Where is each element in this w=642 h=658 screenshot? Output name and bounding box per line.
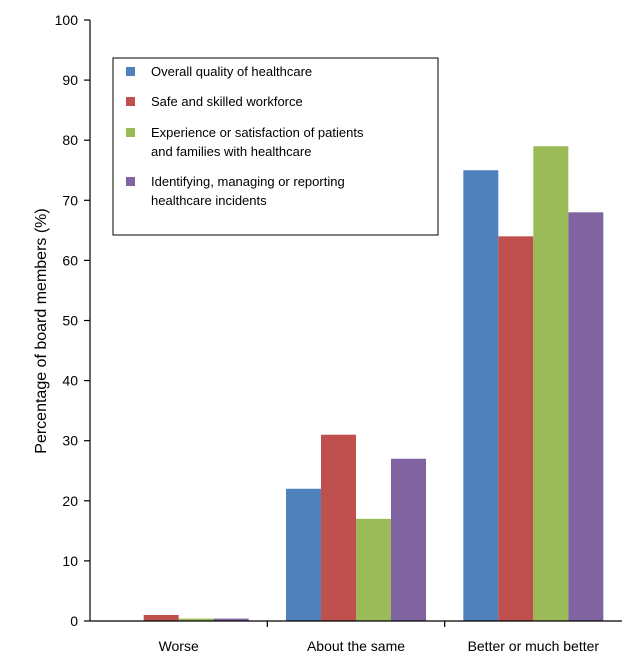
bar (391, 458, 426, 621)
bar (498, 236, 534, 622)
x-category-label: About the same (307, 638, 405, 654)
y-tick-label: 60 (62, 252, 78, 268)
legend-entry: Experience or satisfaction of patients an… (151, 125, 364, 159)
y-tick-label: 80 (62, 132, 78, 148)
bar (143, 614, 179, 621)
legend-entry: Identifying, managing or reporting health… (151, 174, 345, 208)
y-tick-label: 50 (62, 313, 78, 329)
legend-entry: Overall quality of healthcare (151, 64, 312, 79)
legend-entry-line: healthcare incidents (151, 193, 267, 208)
legend-swatch (126, 128, 135, 137)
legend-entry-line: Experience or satisfaction of patients (151, 125, 364, 140)
x-axis: Worse About the same Better or much better (90, 620, 622, 654)
legend-swatch (126, 177, 135, 186)
bar (356, 518, 391, 621)
y-tick-label: 100 (55, 12, 79, 28)
bar (463, 170, 499, 621)
x-category-label: Better or much better (468, 638, 600, 654)
bar (533, 146, 569, 621)
y-tick-label: 0 (70, 613, 78, 629)
y-tick-label: 10 (62, 553, 78, 569)
bar (178, 618, 214, 621)
bar (286, 488, 321, 621)
legend: Overall quality of healthcare Safe and sk… (112, 57, 439, 236)
legend-swatch (126, 97, 135, 106)
legend-entry-line: Overall quality of healthcare (151, 64, 312, 79)
bar (321, 434, 356, 621)
bar (213, 618, 249, 621)
y-axis-label: Percentage of board members (%) (33, 208, 50, 453)
y-tick-label: 40 (62, 373, 78, 389)
x-category-label: Worse (159, 638, 199, 654)
legend-swatch (126, 67, 135, 76)
y-tick-label: 70 (62, 192, 78, 208)
legend-entry: Safe and skilled workforce (151, 94, 303, 109)
y-axis: 0 10 20 30 40 50 60 70 80 90 100 (55, 12, 91, 629)
legend-box (112, 57, 439, 236)
legend-entry-line: Safe and skilled workforce (151, 94, 303, 109)
plot-area (143, 146, 604, 622)
y-tick-label: 30 (62, 433, 78, 449)
bar (568, 212, 604, 621)
legend-entry-line: Identifying, managing or reporting (151, 174, 345, 189)
y-tick-label: 90 (62, 72, 78, 88)
legend-entry-line: and families with healthcare (151, 144, 311, 159)
y-tick-label: 20 (62, 493, 78, 509)
